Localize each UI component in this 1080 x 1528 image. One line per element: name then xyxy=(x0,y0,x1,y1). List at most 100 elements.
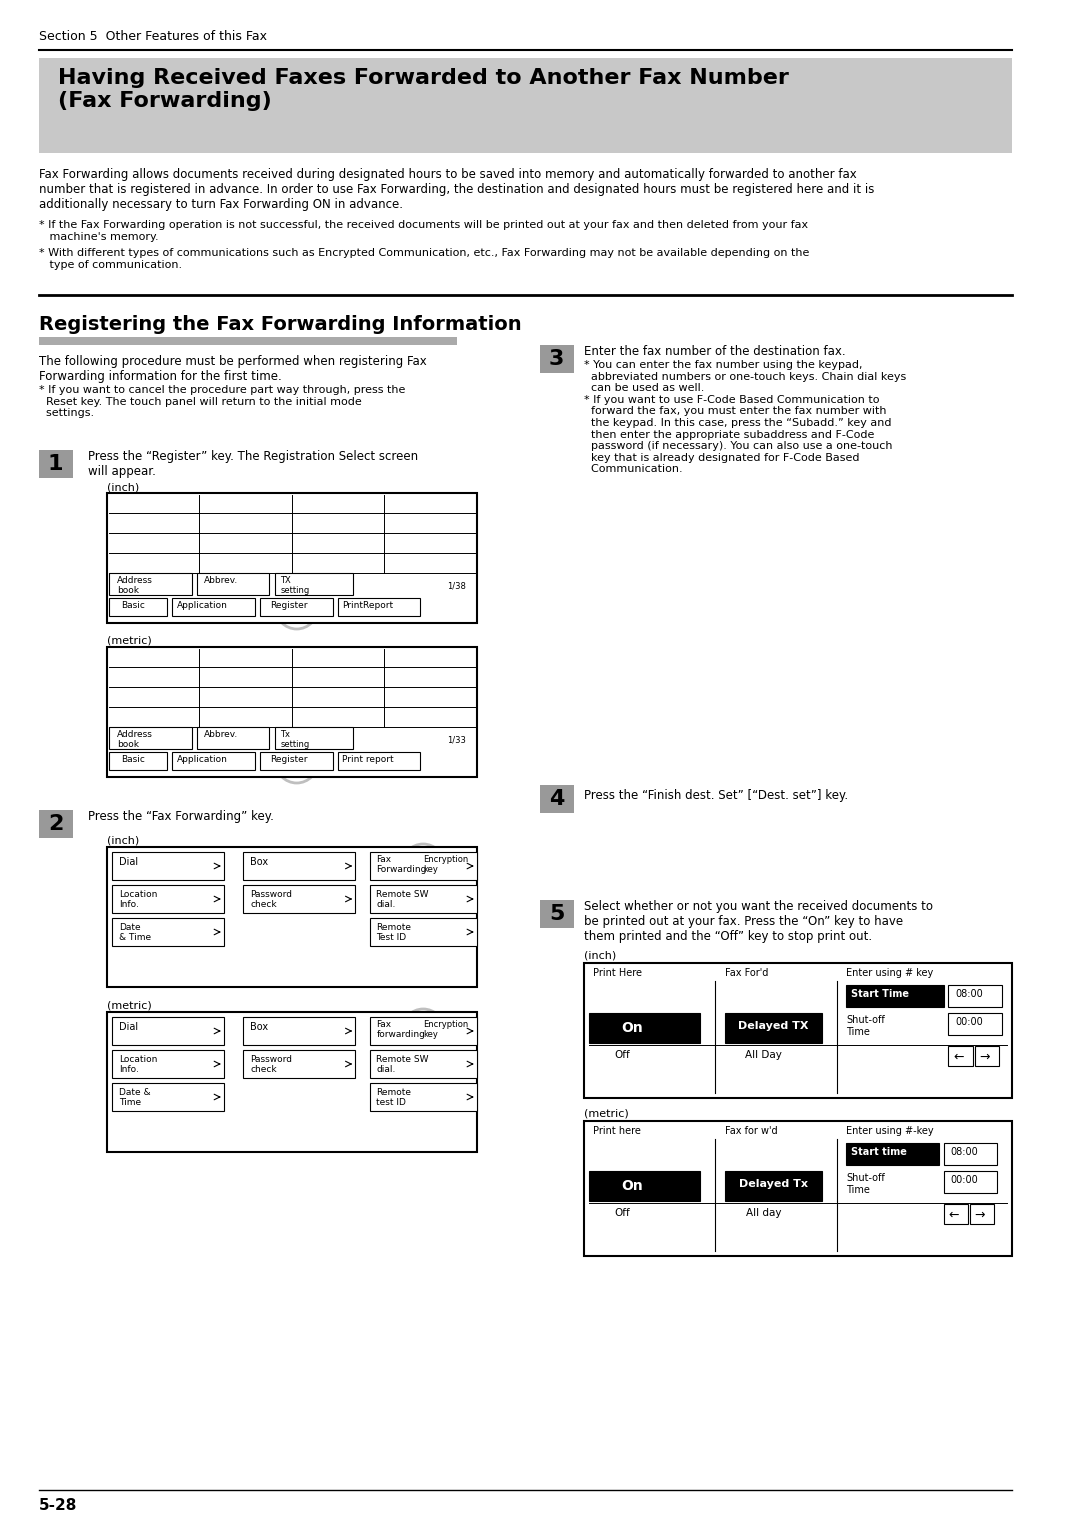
Text: Fax for w'd: Fax for w'd xyxy=(725,1126,778,1135)
Bar xyxy=(944,1143,997,1164)
Text: Box: Box xyxy=(249,1022,268,1031)
Bar xyxy=(243,885,355,914)
Text: On: On xyxy=(621,1180,644,1193)
Bar xyxy=(583,1122,1012,1256)
Bar xyxy=(107,646,476,778)
Text: 00:00: 00:00 xyxy=(950,1175,978,1186)
Text: Address
book: Address book xyxy=(117,576,152,596)
Text: Section 5  Other Features of this Fax: Section 5 Other Features of this Fax xyxy=(39,31,267,43)
Text: Print Here: Print Here xyxy=(593,969,643,978)
Text: 5: 5 xyxy=(549,905,564,924)
Bar xyxy=(107,1012,476,1152)
Text: Enter using # key: Enter using # key xyxy=(847,969,933,978)
Text: 2: 2 xyxy=(48,814,63,834)
Text: Shut-off
Time: Shut-off Time xyxy=(847,1174,886,1195)
Text: * If you want to cancel the procedure part way through, press the
  Reset key. T: * If you want to cancel the procedure pa… xyxy=(39,385,405,419)
Text: 3: 3 xyxy=(549,348,564,368)
Text: 1/38: 1/38 xyxy=(447,581,467,590)
Text: * If the Fax Forwarding operation is not successful, the received documents will: * If the Fax Forwarding operation is not… xyxy=(39,220,808,241)
Text: 08:00: 08:00 xyxy=(956,989,983,999)
Text: Remote SW
dial.: Remote SW dial. xyxy=(377,889,429,909)
Bar xyxy=(970,1204,995,1224)
Text: (metric): (metric) xyxy=(107,999,152,1010)
Text: Print report: Print report xyxy=(342,755,394,764)
Bar xyxy=(847,986,944,1007)
Bar xyxy=(112,853,224,880)
Text: Remote
Test ID: Remote Test ID xyxy=(377,923,411,943)
Bar xyxy=(944,1170,997,1193)
Bar xyxy=(39,810,73,837)
Text: PrintReport: PrintReport xyxy=(342,601,393,610)
Text: Abbrev.: Abbrev. xyxy=(204,576,239,585)
Text: Press the “Finish dest. Set” [“Dest. set”] key.: Press the “Finish dest. Set” [“Dest. set… xyxy=(583,788,848,802)
Text: Encryption
key: Encryption key xyxy=(423,1021,469,1039)
Bar xyxy=(109,597,167,616)
Text: 00:00: 00:00 xyxy=(956,1018,983,1027)
Text: Application: Application xyxy=(177,601,228,610)
Text: Enter the fax number of the destination fax.: Enter the fax number of the destination … xyxy=(583,345,846,358)
Bar xyxy=(338,752,420,770)
Bar xyxy=(369,918,476,946)
Text: Register: Register xyxy=(270,601,308,610)
Text: Location
Info.: Location Info. xyxy=(119,1054,157,1074)
Bar xyxy=(112,1083,224,1111)
Text: ←: ← xyxy=(954,1051,963,1063)
Text: Off: Off xyxy=(615,1050,631,1060)
Text: Location
Info.: Location Info. xyxy=(119,889,157,909)
Text: The following procedure must be performed when registering Fax
Forwarding inform: The following procedure must be performe… xyxy=(39,354,427,384)
Text: 4: 4 xyxy=(549,788,564,808)
Bar xyxy=(275,573,353,594)
Bar xyxy=(369,885,476,914)
Bar xyxy=(540,785,573,813)
Bar xyxy=(369,1083,476,1111)
Text: * With different types of communications such as Encrypted Communication, etc., : * With different types of communications… xyxy=(39,248,809,269)
Text: * You can enter the fax number using the keypad,
  abbreviated numbers or one-to: * You can enter the fax number using the… xyxy=(583,361,906,474)
Text: Remote SW
dial.: Remote SW dial. xyxy=(377,1054,429,1074)
Text: Dial: Dial xyxy=(119,1022,138,1031)
Text: Enter using #-key: Enter using #-key xyxy=(847,1126,934,1135)
Text: Delayed TX: Delayed TX xyxy=(738,1021,809,1031)
Text: →: → xyxy=(980,1051,990,1063)
Bar xyxy=(39,58,1012,153)
Text: (inch): (inch) xyxy=(107,481,139,492)
Bar xyxy=(197,573,270,594)
Bar xyxy=(109,727,191,749)
Text: Off: Off xyxy=(615,1209,631,1218)
Text: (inch): (inch) xyxy=(583,950,616,960)
Text: Remote
test ID: Remote test ID xyxy=(377,1088,411,1108)
Bar xyxy=(112,1018,224,1045)
Text: ←: ← xyxy=(948,1209,959,1222)
Bar xyxy=(109,752,167,770)
Text: TX
setting: TX setting xyxy=(280,576,309,596)
Text: Fax Forwarding allows documents received during designated hours to be saved int: Fax Forwarding allows documents received… xyxy=(39,168,875,211)
Bar xyxy=(259,597,333,616)
Text: (inch): (inch) xyxy=(107,834,139,845)
Text: Application: Application xyxy=(177,755,228,764)
Bar xyxy=(112,1050,224,1077)
Text: Registering the Fax Forwarding Information: Registering the Fax Forwarding Informati… xyxy=(39,315,522,335)
Bar xyxy=(540,900,573,927)
Bar xyxy=(243,1018,355,1045)
Bar xyxy=(259,752,333,770)
Text: Having Received Faxes Forwarded to Another Fax Number
(Fax Forwarding): Having Received Faxes Forwarded to Anoth… xyxy=(58,69,789,112)
Bar xyxy=(243,853,355,880)
Text: Fax
Forwarding: Fax Forwarding xyxy=(377,856,427,874)
Bar xyxy=(275,727,353,749)
Text: Abbrev.: Abbrev. xyxy=(204,730,239,740)
Bar xyxy=(172,597,255,616)
Text: Select whether or not you want the received documents to
be printed out at your : Select whether or not you want the recei… xyxy=(583,900,933,943)
Bar xyxy=(112,918,224,946)
Text: Start time: Start time xyxy=(851,1148,907,1157)
Text: Fax For'd: Fax For'd xyxy=(725,969,768,978)
Text: Box: Box xyxy=(249,857,268,866)
Bar xyxy=(369,1018,476,1045)
Text: Encryption
key: Encryption key xyxy=(423,856,469,874)
Bar xyxy=(338,597,420,616)
Text: Basic: Basic xyxy=(122,601,146,610)
Text: Shut-off
Time: Shut-off Time xyxy=(847,1015,886,1036)
Text: Delayed Tx: Delayed Tx xyxy=(739,1180,808,1189)
Text: Dial: Dial xyxy=(119,857,138,866)
Bar xyxy=(725,1013,822,1044)
Bar xyxy=(589,1013,701,1044)
Text: 08:00: 08:00 xyxy=(950,1148,978,1157)
